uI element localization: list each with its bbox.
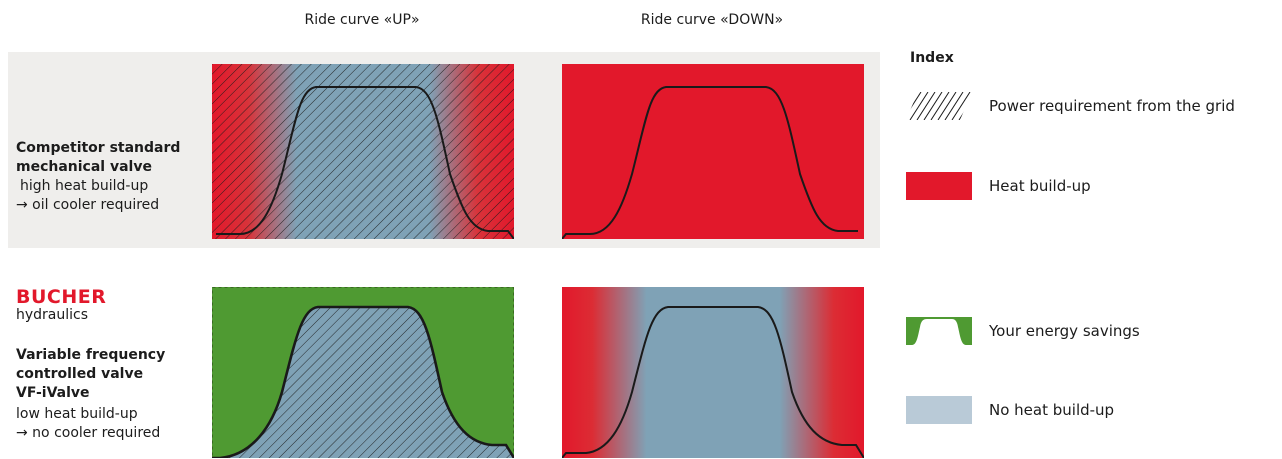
legend-item-no-heat: No heat build-up <box>906 390 1114 430</box>
legend-item-energy-savings: Your energy savings <box>906 311 1140 351</box>
green-trapezoid-icon <box>906 317 972 345</box>
vf-note-line2: → no cooler required <box>16 425 161 441</box>
index-title: Index <box>910 50 954 66</box>
brand-sub: hydraulics <box>16 307 89 323</box>
ride-curve-line <box>216 86 514 239</box>
competitor-note-line2: → oil cooler required <box>16 197 160 213</box>
competitor-down-panel <box>562 64 864 239</box>
legend-label-grid-power: Power requirement from the grid <box>989 97 1235 115</box>
bucher-hydraulics-logo: BUCHER hydraulics <box>16 286 107 324</box>
ride-curve-line <box>212 305 514 458</box>
heat-fill <box>562 64 864 239</box>
legend-label-energy-savings: Your energy savings <box>989 322 1140 340</box>
ride-curve-line <box>562 306 864 458</box>
hatch-icon <box>906 92 972 120</box>
heat-gradient-fill <box>562 287 864 458</box>
vf-down-panel <box>562 287 864 458</box>
vf-ivalve-label: Variable frequency controlled valve VF-i… <box>16 346 165 443</box>
vf-title-line2: controlled valve <box>16 366 144 382</box>
vf-title-line1: Variable frequency <box>16 347 166 363</box>
legend-item-grid-power: Power requirement from the grid <box>906 86 1235 126</box>
red-swatch-icon <box>906 172 972 200</box>
ride-curve-up-title: Ride curve «UP» <box>304 12 420 28</box>
ride-curve-line <box>562 86 858 239</box>
competitor-note-line1: high heat build-up <box>20 178 149 194</box>
legend-label-heat: Heat build-up <box>989 177 1091 195</box>
grid-power-hatch <box>212 64 514 239</box>
competitor-up-panel <box>212 64 514 239</box>
ride-curve-down-title: Ride curve «DOWN» <box>640 12 784 28</box>
legend-label-no-heat: No heat build-up <box>989 401 1115 419</box>
vf-note-line1: low heat build-up <box>16 406 138 422</box>
legend-item-heat: Heat build-up <box>906 166 1091 206</box>
vf-title-line3: VF-iValve <box>16 385 90 401</box>
competitor-label: Competitor standard mechanical valve hig… <box>16 139 180 215</box>
competitor-title-line2: mechanical valve <box>16 159 152 175</box>
competitor-title-line1: Competitor standard <box>16 140 181 156</box>
blue-swatch-icon <box>906 396 972 424</box>
grid-power-hatch <box>212 307 514 458</box>
vf-up-panel <box>212 287 514 458</box>
brand-name: BUCHER <box>16 286 107 308</box>
